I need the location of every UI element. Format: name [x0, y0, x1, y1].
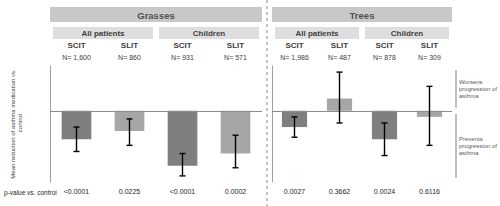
svg-text:asthma: asthma — [459, 93, 479, 99]
svg-text:SLIT: SLIT — [421, 41, 438, 50]
svg-text:SCIT: SCIT — [285, 41, 303, 50]
svg-text:control: control — [17, 114, 23, 134]
svg-text:N= 571: N= 571 — [224, 54, 247, 61]
svg-text:N= 878: N= 878 — [373, 54, 396, 61]
svg-text:0.0024: 0.0024 — [374, 188, 396, 195]
svg-text:N= 1,986: N= 1,986 — [280, 54, 309, 61]
svg-text:0.0225: 0.0225 — [119, 188, 141, 195]
svg-text:Worsens: Worsens — [459, 79, 484, 85]
svg-text:N= 1,600: N= 1,600 — [62, 54, 91, 61]
svg-text:SLIT: SLIT — [331, 41, 348, 50]
svg-text:Trees: Trees — [350, 10, 375, 21]
svg-text:Children: Children — [391, 29, 424, 38]
svg-text:SCIT: SCIT — [375, 41, 393, 50]
svg-text:N= 931: N= 931 — [171, 54, 194, 61]
svg-text:All patients: All patients — [81, 29, 125, 38]
svg-text:Prevents: Prevents — [459, 136, 484, 142]
svg-text:0.3662: 0.3662 — [329, 188, 351, 195]
svg-text:0.0027: 0.0027 — [284, 188, 306, 195]
svg-text:Grasses: Grasses — [137, 10, 175, 21]
svg-text:<0.0001: <0.0001 — [170, 188, 196, 195]
svg-text:asthma: asthma — [459, 150, 479, 156]
svg-text:0.6116: 0.6116 — [419, 188, 440, 195]
svg-text:Children: Children — [193, 29, 226, 38]
svg-text:p-value vs. control: p-value vs. control — [4, 189, 57, 197]
svg-text:0.0002: 0.0002 — [225, 188, 247, 195]
svg-text:N= 860: N= 860 — [118, 54, 141, 61]
svg-text:SLIT: SLIT — [227, 41, 244, 50]
svg-text:SCIT: SCIT — [67, 41, 85, 50]
svg-text:All patients: All patients — [295, 29, 339, 38]
svg-text:N= 309: N= 309 — [418, 54, 441, 61]
svg-text:progression of: progression of — [459, 143, 499, 149]
svg-text:<0.0001: <0.0001 — [64, 188, 90, 195]
svg-text:SCIT: SCIT — [173, 41, 191, 50]
svg-text:progression of: progression of — [459, 86, 499, 92]
svg-text:N= 487: N= 487 — [328, 54, 351, 61]
svg-text:SLIT: SLIT — [121, 41, 138, 50]
svg-text:Mean reduction of asthma medic: Mean reduction of asthma medication vs. — [10, 69, 16, 179]
